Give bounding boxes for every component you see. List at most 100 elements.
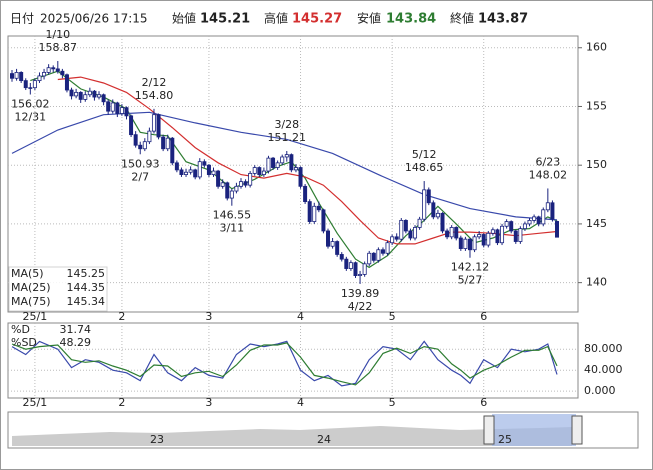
candle-body xyxy=(60,70,65,76)
line xyxy=(57,76,558,245)
navigator-window[interactable] xyxy=(492,414,576,446)
x-tick-label: 2 xyxy=(118,396,125,409)
x-tick-label: 4 xyxy=(297,310,304,323)
candle-body xyxy=(513,230,518,242)
annotation-value: 150.93 xyxy=(121,157,160,170)
candle-body xyxy=(202,161,207,166)
annotation-value: 146.55 xyxy=(213,209,252,222)
x-tick-label: 5 xyxy=(389,396,396,409)
candle-body xyxy=(238,181,243,187)
candle-body xyxy=(225,182,230,199)
navigator-label: 23 xyxy=(150,433,164,446)
navigator-handle[interactable] xyxy=(483,415,495,445)
candle-body xyxy=(522,223,527,230)
candle-body xyxy=(14,72,19,79)
candle-body xyxy=(408,230,413,239)
candle-body xyxy=(312,205,317,222)
annotation-value: 148.65 xyxy=(405,161,444,174)
y-tick-label: 40.000 xyxy=(584,363,623,376)
candle-body xyxy=(28,87,33,89)
x-tick-label: 3 xyxy=(205,310,212,323)
candle-body xyxy=(376,249,381,261)
candle-body xyxy=(248,173,253,186)
legend-name: %SD xyxy=(11,336,37,349)
candle-body xyxy=(115,102,120,114)
candle-body xyxy=(266,157,271,172)
close: 143.87 xyxy=(478,12,528,27)
x-tick-label: 4 xyxy=(297,396,304,409)
candle-body xyxy=(307,201,312,222)
legend-box xyxy=(8,266,108,312)
candle-body xyxy=(335,241,340,255)
line xyxy=(11,111,558,221)
candle-body xyxy=(92,90,97,98)
candle-body xyxy=(106,101,111,112)
navigator-handle[interactable] xyxy=(571,415,583,445)
datetime: 2025/06/26 17:15 xyxy=(40,12,148,26)
candle-body xyxy=(55,68,60,72)
candle-body xyxy=(138,144,143,150)
candle-body xyxy=(348,262,353,269)
annotation-value: 139.89 xyxy=(341,287,380,300)
annotation-date: 2/7 xyxy=(131,170,149,183)
candle-body xyxy=(101,94,106,103)
candle-body xyxy=(184,171,189,175)
candle-body xyxy=(495,229,500,244)
annotation-date: 12/31 xyxy=(14,110,46,123)
candle-body xyxy=(193,169,198,178)
candle-body xyxy=(326,230,331,247)
annotation-value: 142.12 xyxy=(451,261,490,274)
candle-body xyxy=(541,209,546,225)
y-tick-label: 145 xyxy=(586,217,607,230)
candle-body xyxy=(179,169,184,175)
label: 始値 xyxy=(172,11,196,26)
label: 終値 xyxy=(450,11,474,26)
x-tick-label: 5 xyxy=(389,310,396,323)
candle-body xyxy=(211,170,216,175)
candle-body xyxy=(303,185,308,202)
line xyxy=(11,340,558,387)
annotation-date: 4/22 xyxy=(348,300,373,313)
x-tick-label: 2 xyxy=(118,310,125,323)
candle-body xyxy=(23,80,28,89)
candle-body xyxy=(234,185,239,192)
candle-body xyxy=(261,170,266,175)
candle-body xyxy=(161,136,166,150)
annotation-value: 156.02 xyxy=(11,97,50,110)
candle-body xyxy=(371,252,376,261)
annotation-value: 148.02 xyxy=(529,168,568,181)
x-tick-label: 25/1 xyxy=(23,310,48,323)
candle-body xyxy=(481,234,486,246)
candle-body xyxy=(467,238,472,251)
navigator-shape xyxy=(12,426,572,446)
annotation-date: 1/10 xyxy=(45,28,70,41)
annotation-date: 5/12 xyxy=(412,148,437,161)
candle-body xyxy=(486,232,491,246)
candle-body xyxy=(477,234,482,238)
candle-body xyxy=(69,89,74,97)
candle-body xyxy=(64,74,69,91)
candle-body xyxy=(197,161,202,178)
annotation-date: 2/12 xyxy=(142,76,167,89)
candle-body xyxy=(78,91,83,100)
candle-body xyxy=(275,162,280,168)
candle-body xyxy=(32,80,37,89)
annotation-date: 3/28 xyxy=(274,118,299,131)
y-tick-label: 80.000 xyxy=(584,342,623,355)
candle-body xyxy=(472,236,477,251)
candle-body xyxy=(46,67,51,73)
candle-body xyxy=(536,216,541,225)
candle-body xyxy=(257,167,262,175)
candle-body xyxy=(399,219,404,240)
candle-body xyxy=(97,94,102,98)
candle-body xyxy=(417,218,422,228)
low: 143.84 xyxy=(386,12,436,27)
candle-body xyxy=(206,164,211,175)
legend-value: 31.74 xyxy=(60,323,92,336)
candle-body xyxy=(380,249,385,254)
label: 安値 xyxy=(357,11,381,26)
x-tick-label: 6 xyxy=(480,396,487,409)
label: 高値 xyxy=(264,11,288,26)
candle-body xyxy=(454,227,459,239)
